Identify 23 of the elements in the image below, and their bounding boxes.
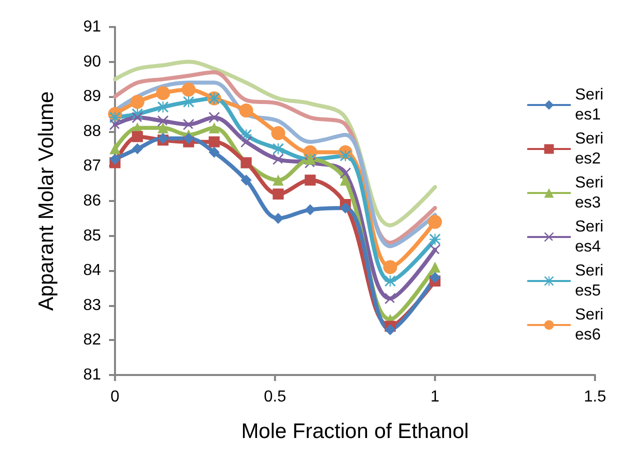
x-tick-label: 0.5	[264, 388, 286, 406]
y-tick-label: 81	[83, 366, 102, 384]
y-tick-label: 86	[83, 192, 102, 210]
x-tick-label: 1.5	[584, 388, 606, 406]
legend-label: Series2	[575, 130, 604, 168]
x-tick-label: 0	[110, 388, 120, 406]
x-tick-label: 1	[430, 388, 440, 406]
y-tick-label: 89	[83, 88, 102, 106]
legend-label: Series4	[575, 218, 604, 256]
y-tick-label: 90	[83, 53, 102, 70]
y-tick-label: 88	[83, 122, 102, 140]
y-tick-label: 84	[83, 262, 102, 280]
legend-label: Series1	[575, 86, 604, 124]
legend-label: Series5	[575, 262, 604, 300]
legend-label: Series6	[575, 306, 604, 344]
y-axis-title: Apparant Molar Volume	[35, 91, 58, 311]
y-tick-label: 91	[83, 18, 102, 36]
y-tick-label: 82	[83, 332, 102, 349]
x-axis-title: Mole Fraction of Ethanol	[241, 420, 469, 443]
y-tick-label: 85	[83, 227, 102, 244]
y-tick-label: 87	[83, 158, 102, 175]
legend-label: Series3	[575, 174, 604, 212]
y-tick-label: 83	[83, 296, 102, 314]
